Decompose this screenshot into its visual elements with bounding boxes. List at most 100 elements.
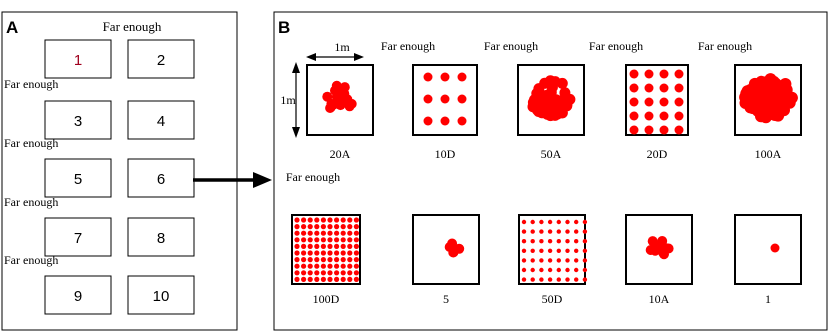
seedling-dot [347,237,353,243]
seedling-dot [454,243,465,254]
seedling-dot [334,250,340,256]
seedling-dot [543,97,555,109]
seedling-dot [582,229,588,234]
seedling-dot [565,267,570,273]
far-enough-label: Far enough [4,195,58,209]
seedling-dot [314,243,320,249]
seedling-dot [307,237,313,243]
seedling-dot [661,243,672,254]
link-arrow [193,172,272,188]
plot-number: 1 [74,52,82,69]
plot-number: 8 [157,230,165,247]
seedling-dot [532,96,544,107]
seedling-dot [574,277,579,282]
seedling-dot [739,91,752,104]
plot-number: 7 [74,230,82,247]
seedling-dot [776,90,789,103]
plot-label: 50A [541,147,562,161]
seedling-dot [353,270,359,276]
seedling-dot [307,276,313,282]
seedling-dot [340,224,346,230]
panel-b-frame [273,11,828,331]
seedling-dot [327,237,333,243]
seedling-dot [574,267,579,273]
seedling-dot [521,258,527,263]
seedling-dot [556,219,561,225]
panel-b-letter: B [278,18,290,37]
seedling-dot [347,250,353,256]
seedling-dot [574,239,579,244]
seedling-dot [647,236,658,247]
seedling-dot [301,250,307,256]
seedling-dot [314,276,320,282]
seedling-dot [530,267,535,273]
seedling-dot [314,263,320,269]
plot-box-5: 5 [44,158,112,198]
seedling-dot [334,217,340,223]
seedling-dot [294,257,300,263]
seedling-dot [334,270,340,276]
seedling-dot [539,277,544,282]
panel-a-caption: Far enough [103,19,162,34]
seedling-dot [340,243,346,249]
seedling-dot [294,276,300,282]
seedling-dot [629,83,639,93]
seedling-dot [423,116,433,126]
seedling-dot [674,69,684,79]
seedling-dot [531,87,543,99]
seedling-dot [521,248,527,253]
seedling-dot [423,94,433,104]
seedling-dot [334,224,340,230]
seedling-dot [353,224,359,230]
seedling-dot [327,257,333,263]
seedling-dot [440,94,450,104]
seedling-dot [301,230,307,236]
seedling-dot [314,250,320,256]
seedling-dot [340,250,346,256]
seedling-dot [556,239,561,244]
seedling-dot [320,270,326,276]
density-plot-1: 1 [734,214,802,306]
seedling-dot [674,83,684,93]
density-plot-20a: 20A [306,64,374,161]
seedling-dot [565,277,570,282]
plot-label: 5 [443,292,449,306]
seedling-dot [294,237,300,243]
width-label: 1m [334,40,350,54]
plot-box-9: 9 [44,275,112,315]
panel-a-plots: 1 2 3 4 5 6 7 8 9 10 [44,39,195,315]
seedling-dot [644,83,654,93]
seedling-dot [659,97,669,107]
seedling-dot [301,276,307,282]
seedling-dot [320,243,326,249]
seedling-dot [644,111,654,121]
seedling-dot [325,102,336,113]
seedling-dot [650,245,661,256]
seedling-dot [340,257,346,263]
plot-label: 100D [313,292,340,306]
seedling-dot [353,257,359,263]
seedling-dot [294,243,300,249]
seedling-dot [347,230,353,236]
far-enough-label: Far enough [698,39,752,53]
seedling-dot [582,267,588,273]
plot-number: 2 [157,52,165,69]
seedling-dot [334,237,340,243]
seedling-dot [556,248,561,253]
seedling-dot [457,116,467,126]
seedling-dot [327,230,333,236]
seedling-dot [294,250,300,256]
seedling-dot [320,230,326,236]
seedling-dot [521,229,527,234]
seedling-dot [659,83,669,93]
density-plot-20d: 20D [625,64,689,161]
seedling-dot [530,239,535,244]
seedling-dot [770,243,780,253]
plot-label: 50D [542,292,563,306]
seedling-dot [556,229,561,234]
seedling-dot [551,104,563,116]
seedling-dot [556,258,561,263]
plot-number: 4 [157,113,165,130]
seedling-dot [340,237,346,243]
